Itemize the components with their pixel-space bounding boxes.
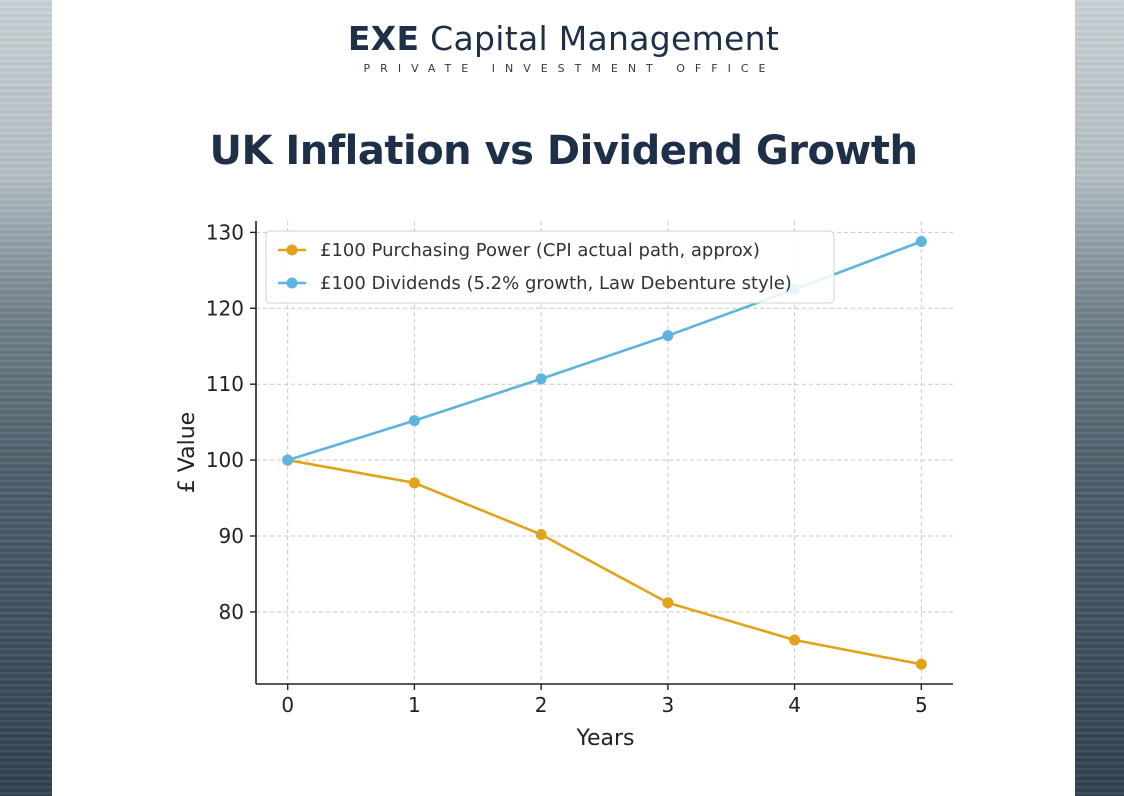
brand-subtitle: PRIVATE INVESTMENT OFFICE — [363, 62, 776, 75]
chart-title: UK Inflation vs Dividend Growth — [209, 128, 918, 174]
y-axis-label: £ Value — [175, 412, 200, 493]
y-tick-label: 130 — [206, 220, 244, 244]
sea-background-right — [1075, 0, 1124, 796]
data-point-1 — [282, 454, 294, 466]
line-chart: 0 1 2 3 4 5 80 90 100 110 120 130 £100 Purchasing P… — [175, 220, 953, 751]
y-tick-label: 100 — [206, 448, 244, 472]
y-tick-label: 120 — [206, 296, 244, 320]
brand-name: EXE Capital Management — [52, 18, 1075, 60]
legend-swatch-marker — [286, 277, 298, 289]
report-page: EXE Capital Management PRIVATE INVESTMEN… — [52, 0, 1075, 796]
legend-box — [265, 230, 835, 304]
x-tick-label: 4 — [788, 693, 801, 717]
data-point-1 — [535, 373, 547, 385]
data-point-1 — [662, 330, 674, 342]
x-tick-label: 0 — [281, 693, 294, 717]
legend-label: £100 Dividends (5.2% growth, Law Debentu… — [320, 273, 792, 294]
x-axis-label: Years — [575, 726, 634, 751]
legend-swatch-marker — [286, 244, 298, 256]
sea-background-left — [0, 0, 52, 796]
chart-axes — [255, 221, 953, 685]
data-point-0 — [915, 658, 927, 670]
brand-name-rest: Capital Management — [430, 19, 780, 58]
data-point-0 — [662, 597, 674, 609]
y-tick-label: 80 — [219, 600, 244, 624]
chart-legend: £100 Purchasing Power (CPI actual path, … — [265, 230, 835, 304]
brand-name-bold: EXE — [347, 19, 420, 58]
data-point-0 — [408, 477, 420, 489]
x-tick-label: 2 — [535, 693, 548, 717]
y-tick-label: 110 — [206, 372, 244, 396]
data-point-1 — [915, 235, 927, 247]
y-tick-label: 90 — [219, 524, 244, 548]
legend-label: £100 Purchasing Power (CPI actual path, … — [320, 240, 760, 261]
x-tick-label: 3 — [661, 693, 674, 717]
data-point-1 — [408, 415, 420, 427]
chart-ticks: 0 1 2 3 4 5 80 90 100 110 120 130 — [206, 220, 928, 717]
data-point-0 — [789, 634, 801, 646]
series-line-0 — [287, 458, 922, 666]
data-point-0 — [535, 528, 547, 540]
x-tick-label: 1 — [408, 693, 421, 717]
brand-header: EXE Capital Management PRIVATE INVESTMEN… — [52, 18, 1075, 75]
x-tick-label: 5 — [915, 693, 928, 717]
